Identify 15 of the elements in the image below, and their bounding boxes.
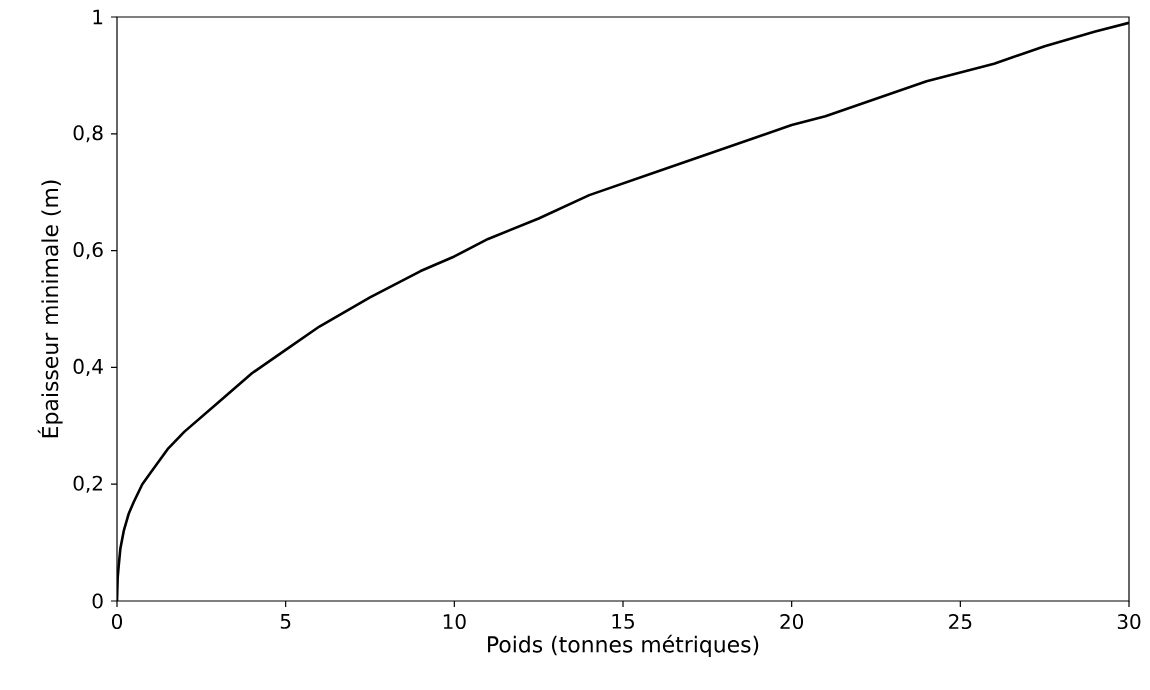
x-tick-label: 10: [443, 614, 466, 630]
x-axis-title: Poids (tonnes métriques): [488, 634, 759, 657]
y-tick-label: 0,2: [73, 475, 102, 493]
x-tick-label: 0: [111, 614, 123, 630]
y-tick-label: 0,4: [73, 358, 103, 376]
x-tick-label: 15: [612, 614, 634, 629]
x-tick-label: 25: [949, 614, 972, 630]
y-tick-label: 0,8: [73, 125, 103, 143]
y-axis-title: Épaisseur minimale (m): [37, 180, 63, 438]
x-tick-label: 20: [780, 614, 804, 630]
y-tick-label: 0: [92, 593, 103, 609]
y-tick-label: 1: [93, 9, 103, 25]
y-tick-label: 0,6: [73, 242, 103, 260]
x-tick-label: 5: [280, 614, 291, 629]
x-tick-label: 30: [1117, 614, 1141, 630]
